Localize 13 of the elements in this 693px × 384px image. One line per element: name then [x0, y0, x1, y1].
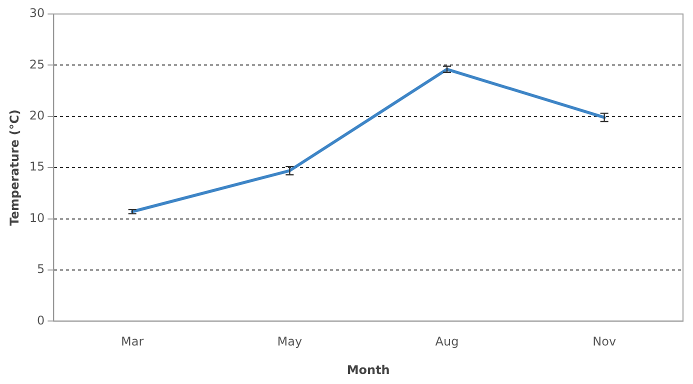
x-tick-label: Nov	[592, 334, 616, 349]
y-tick-label: 20	[29, 108, 45, 123]
x-tick-label: Aug	[435, 334, 459, 349]
y-axis-title: Temperature (°C)	[7, 109, 22, 226]
y-tick-label: 5	[37, 262, 45, 276]
y-tick-label: 15	[29, 160, 45, 174]
y-tick-label: 25	[29, 57, 45, 72]
y-tick-label: 10	[29, 210, 45, 225]
x-axis-title: Month	[346, 362, 390, 377]
x-tick-label: Mar	[121, 334, 144, 349]
x-tick-label: May	[277, 334, 302, 349]
y-tick-label: 0	[37, 313, 45, 328]
y-tick-label: 30	[29, 6, 45, 20]
